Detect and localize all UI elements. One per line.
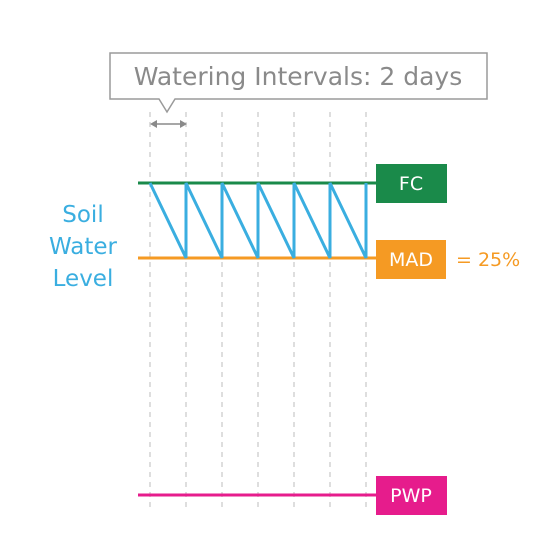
callout-text: Watering Intervals: 2 days xyxy=(134,62,463,91)
y-label-line-3: Level xyxy=(53,266,114,292)
mad-percent-text: = 25% xyxy=(456,249,520,271)
fc-tag: FC xyxy=(376,164,447,203)
y-label-line-2: Water xyxy=(49,234,118,260)
mad-tag-label: MAD xyxy=(389,249,433,271)
mad-tag-box xyxy=(376,240,446,279)
y-axis-label: Soil Water Level xyxy=(49,202,118,292)
pwp-tag-box xyxy=(376,476,447,515)
y-label-line-1: Soil xyxy=(62,202,103,228)
fc-tag-label: FC xyxy=(399,173,423,195)
pwp-tag-label: PWP xyxy=(390,485,432,507)
interval-gridlines xyxy=(149,112,367,510)
fc-tag-box xyxy=(376,164,447,203)
interval-arrow xyxy=(150,120,187,128)
pwp-tag: PWP xyxy=(376,476,447,515)
callout-bubble xyxy=(109,52,488,114)
mad-tag: MAD = 25% xyxy=(376,240,520,279)
soil-water-sawtooth xyxy=(148,182,368,259)
watering-interval-callout: Watering Intervals: 2 days xyxy=(109,52,488,114)
